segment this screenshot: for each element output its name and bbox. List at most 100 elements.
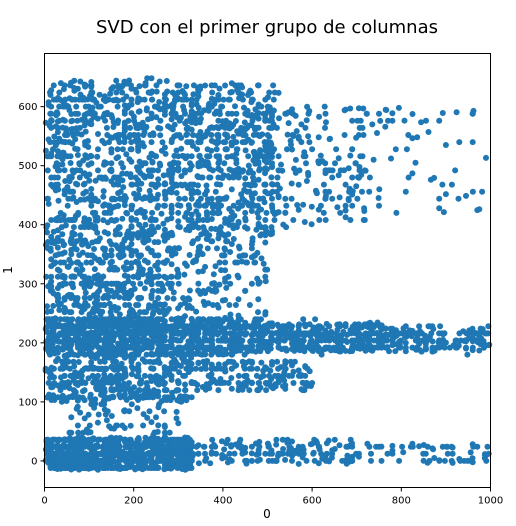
scatter-point [65,217,72,223]
scatter-point [295,338,302,345]
scatter-point [120,334,127,341]
scatter-point [128,146,135,153]
scatter-point [414,344,420,351]
scatter-point [275,365,282,372]
scatter-point [361,167,368,174]
scatter-point [414,134,421,141]
scatter-point [212,263,219,270]
scatter-point [205,300,212,307]
scatter-point [127,174,134,181]
scatter-point [148,249,155,256]
scatter-point [192,365,199,372]
scatter-point [128,158,135,165]
scatter-point [309,146,316,153]
scatter-point [195,86,202,93]
scatter-point [103,252,110,259]
scatter-point [283,224,290,231]
scatter-point [77,232,84,239]
scatter-point [195,360,202,367]
scatter-point [245,162,252,169]
scatter-point [71,77,78,84]
scatter-point [66,107,73,113]
scatter-point [62,280,69,287]
scatter-point [241,104,247,111]
scatter-point [395,104,402,111]
scatter-point [128,85,135,92]
scatter-point [116,324,123,331]
scatter-point [60,86,67,93]
scatter-point [195,93,202,100]
scatter-point [231,139,238,146]
scatter-point [94,115,101,122]
scatter-point [74,117,81,124]
scatter-point [281,345,288,352]
scatter-point [320,209,327,216]
scatter-point [310,348,316,354]
scatter-point [146,343,153,350]
scatter-point [65,358,72,365]
scatter-point [326,323,333,330]
scatter-point [53,349,59,356]
scatter-point [322,110,329,117]
scatter-point [153,302,160,308]
scatter-point [57,210,64,216]
scatter-point [171,121,178,128]
scatter-point [163,78,170,84]
scatter-point [256,167,263,174]
scatter-point [53,109,60,116]
scatter-point [382,123,389,130]
scatter-point [114,146,121,153]
scatter-point [139,195,146,202]
scatter-point [73,296,80,303]
scatter-point [255,214,262,221]
scatter-point [54,355,61,362]
scatter-point [58,273,65,280]
scatter-point [161,231,168,238]
scatter-point [267,367,274,374]
scatter-point [171,356,178,363]
scatter-point [348,346,355,353]
scatter-point [71,273,78,280]
scatter-point [270,96,277,103]
scatter-point [366,174,373,181]
scatter-point [94,354,101,360]
scatter-point [148,217,155,223]
scatter-point [300,201,307,208]
scatter-point [477,325,484,332]
scatter-point [151,332,158,339]
scatter-point [161,370,168,377]
scatter-point [200,217,207,223]
scatter-point [127,124,133,131]
scatter-point [174,316,181,323]
scatter-point [269,323,275,330]
scatter-point [316,217,323,223]
scatter-point [208,132,215,138]
scatter-point [66,178,73,185]
scatter-point [61,384,68,390]
scatter-point [72,335,79,342]
scatter-point [123,259,130,266]
scatter-point [126,77,133,84]
scatter-point [121,110,128,117]
scatter-point [288,141,294,148]
scatter-point [62,96,69,103]
scatter-point [222,131,229,138]
scatter-point [87,391,94,398]
scatter-point [188,321,195,328]
scatter-point [144,317,151,324]
scatter-point [96,91,103,98]
scatter-point [149,96,156,103]
scatter-point [250,132,257,138]
scatter-point [248,380,255,387]
scatter-point [84,154,91,161]
scatter-point [146,187,153,194]
scatter-point [195,182,201,189]
scatter-point [254,132,261,138]
scatter-point [173,415,180,422]
scatter-point [108,413,115,419]
scatter-point [88,344,95,351]
scatter-point [151,228,157,235]
scatter-point [195,174,202,181]
scatter-point [245,153,252,160]
scatter-point [242,181,249,188]
